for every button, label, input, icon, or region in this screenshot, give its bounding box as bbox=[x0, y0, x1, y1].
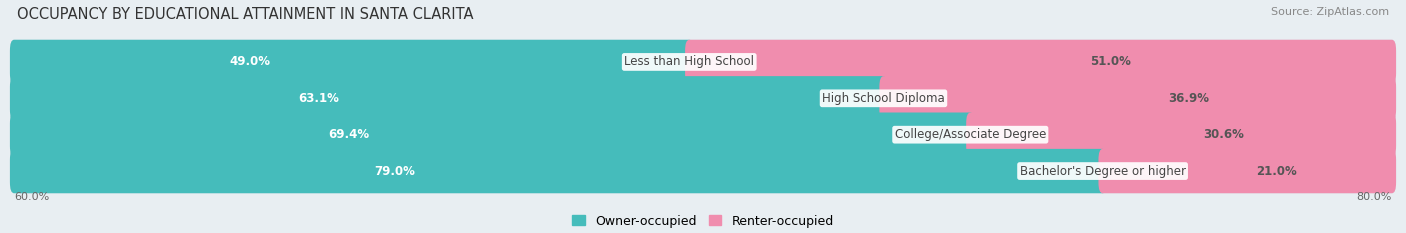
Text: 30.6%: 30.6% bbox=[1204, 128, 1244, 141]
Text: High School Diploma: High School Diploma bbox=[823, 92, 945, 105]
Text: 21.0%: 21.0% bbox=[1256, 164, 1296, 178]
FancyBboxPatch shape bbox=[10, 76, 887, 120]
Text: 49.0%: 49.0% bbox=[229, 55, 271, 69]
FancyBboxPatch shape bbox=[10, 149, 1107, 193]
FancyBboxPatch shape bbox=[966, 113, 1396, 157]
Text: OCCUPANCY BY EDUCATIONAL ATTAINMENT IN SANTA CLARITA: OCCUPANCY BY EDUCATIONAL ATTAINMENT IN S… bbox=[17, 7, 474, 22]
FancyBboxPatch shape bbox=[10, 40, 1396, 84]
Text: Bachelor's Degree or higher: Bachelor's Degree or higher bbox=[1019, 164, 1185, 178]
FancyBboxPatch shape bbox=[879, 76, 1396, 120]
FancyBboxPatch shape bbox=[10, 149, 1396, 193]
Text: 36.9%: 36.9% bbox=[1168, 92, 1209, 105]
Text: 63.1%: 63.1% bbox=[298, 92, 339, 105]
Legend: Owner-occupied, Renter-occupied: Owner-occupied, Renter-occupied bbox=[568, 209, 838, 233]
FancyBboxPatch shape bbox=[10, 76, 1396, 120]
Text: College/Associate Degree: College/Associate Degree bbox=[894, 128, 1046, 141]
Text: 51.0%: 51.0% bbox=[1091, 55, 1132, 69]
Text: Source: ZipAtlas.com: Source: ZipAtlas.com bbox=[1271, 7, 1389, 17]
Text: Less than High School: Less than High School bbox=[624, 55, 754, 69]
FancyBboxPatch shape bbox=[1098, 149, 1396, 193]
FancyBboxPatch shape bbox=[10, 113, 1396, 157]
Text: 80.0%: 80.0% bbox=[1357, 192, 1392, 202]
FancyBboxPatch shape bbox=[685, 40, 1396, 84]
Text: 69.4%: 69.4% bbox=[328, 128, 370, 141]
FancyBboxPatch shape bbox=[10, 40, 693, 84]
Text: 60.0%: 60.0% bbox=[14, 192, 49, 202]
Text: 79.0%: 79.0% bbox=[374, 164, 416, 178]
FancyBboxPatch shape bbox=[10, 113, 974, 157]
